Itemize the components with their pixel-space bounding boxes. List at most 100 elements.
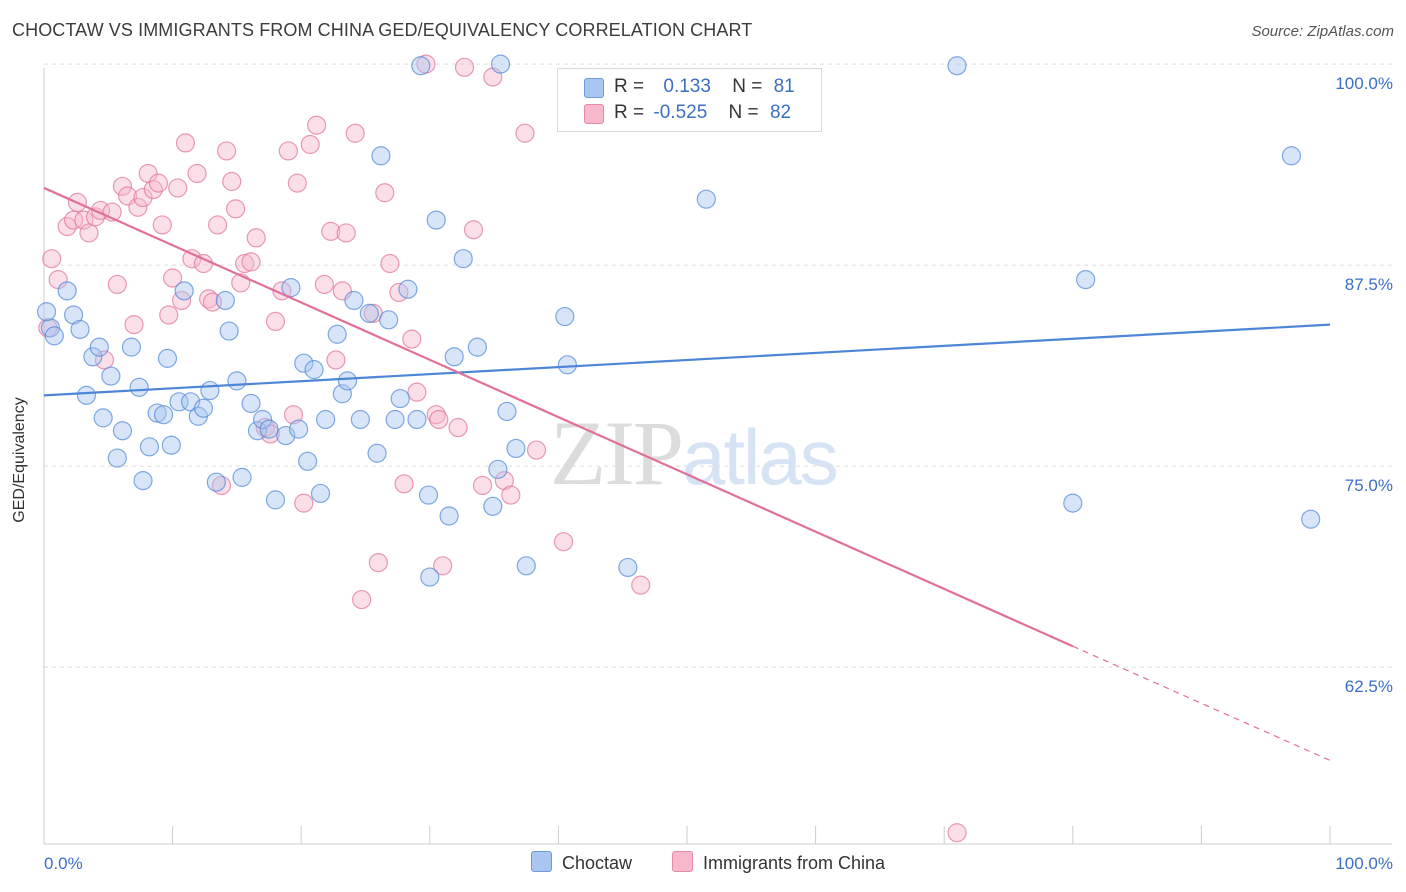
choctaw-point: [227, 371, 247, 391]
choctaw-point: [418, 485, 439, 505]
choctaw-point: [1063, 493, 1083, 513]
china-point: [148, 173, 169, 193]
choctaw-point: [444, 347, 464, 367]
china-point: [265, 311, 286, 331]
china-point: [631, 575, 651, 595]
china-point: [107, 274, 127, 295]
choctaw-point: [206, 472, 226, 492]
choctaw-point: [304, 360, 324, 380]
choctaw-point: [219, 321, 239, 341]
bottom-legend-swatch-china: [672, 851, 693, 872]
choctaw-point: [121, 337, 142, 357]
choctaw-point: [350, 409, 370, 430]
china-trend-extension: [1072, 645, 1331, 761]
china-point: [226, 199, 246, 219]
choctaw-point: [488, 459, 508, 479]
china-point: [553, 532, 574, 552]
bottom-legend-china: Immigrants from China: [672, 851, 885, 874]
choctaw-point: [57, 281, 77, 301]
china-point: [336, 223, 356, 243]
china-point: [163, 268, 183, 288]
china-point: [472, 475, 493, 496]
legend-n-label: N =: [732, 76, 763, 97]
x-tick-label: 100.0%: [1335, 854, 1393, 873]
china-point: [526, 440, 547, 460]
choctaw-point: [1076, 269, 1096, 290]
choctaw-point: [497, 401, 517, 422]
choctaw-point: [390, 388, 410, 409]
choctaw-point: [70, 319, 90, 340]
choctaw-point: [337, 371, 358, 391]
choctaw-point: [161, 435, 181, 455]
choctaw-point: [555, 306, 575, 327]
choctaw-point: [157, 348, 178, 368]
china-point: [112, 176, 133, 196]
china-point: [241, 252, 261, 272]
choctaw-point: [93, 408, 113, 428]
china-point: [368, 552, 388, 573]
china-point: [407, 382, 427, 402]
choctaw-point: [139, 437, 160, 457]
choctaw-point: [259, 419, 279, 439]
choctaw-point: [467, 337, 487, 357]
china-point: [278, 141, 298, 161]
choctaw-point: [253, 409, 273, 430]
choctaw-point: [174, 281, 194, 301]
choctaw-point: [232, 467, 252, 487]
bottom-legend-swatch-choctaw: [531, 851, 552, 872]
choctaw-point: [618, 557, 638, 578]
bottom-legend-choctaw: Choctaw: [531, 851, 632, 874]
choctaw-point: [281, 278, 301, 298]
china-point: [501, 485, 521, 505]
legend-r-value: -0.525: [653, 102, 708, 123]
choctaw-point: [76, 385, 97, 405]
choctaw-point: [327, 324, 347, 344]
legend-n-value: 81: [773, 76, 795, 97]
choctaw-point: [89, 337, 109, 357]
china-point: [321, 221, 341, 241]
china-point: [375, 183, 395, 203]
source-credit: Source: ZipAtlas.com: [1251, 23, 1394, 40]
choctaw-point: [101, 366, 121, 386]
choctaw-point: [947, 56, 967, 76]
china-point: [42, 249, 62, 269]
legend-n-label: N =: [728, 102, 759, 123]
legend-swatch-china: [584, 104, 604, 124]
china-point: [307, 115, 327, 135]
choctaw-point: [1301, 509, 1321, 529]
choctaw-point: [133, 470, 153, 491]
choctaw-point: [696, 189, 716, 209]
china-point: [294, 493, 314, 513]
legend-r-label: R =: [614, 76, 645, 97]
china-point: [133, 187, 153, 208]
choctaw-point: [332, 384, 352, 404]
y-tick-label: 100.0%: [1335, 74, 1393, 93]
choctaw-point: [316, 409, 336, 430]
choctaw-point: [411, 56, 431, 76]
china-point: [380, 253, 400, 274]
china-point: [352, 589, 372, 610]
china-point: [187, 163, 207, 184]
choctaw-point: [147, 403, 167, 423]
choctaw-point: [215, 290, 235, 311]
china-point: [345, 123, 365, 143]
watermark: ZIPatlas: [550, 400, 839, 506]
legend-label-china: R = -0.525 N = 82: [614, 102, 791, 124]
bottom-legend-label-china: Immigrants from China: [703, 853, 886, 873]
choctaw-point: [371, 146, 391, 166]
china-point: [175, 133, 196, 153]
china-point: [74, 210, 94, 230]
china-point: [429, 409, 449, 430]
legend-swatch-choctaw: [584, 78, 604, 98]
choctaw-point: [36, 302, 57, 322]
choctaw-point: [310, 483, 331, 504]
china-point: [326, 350, 346, 370]
china-point: [79, 223, 99, 243]
choctaw-point: [367, 443, 387, 463]
legend-label-choctaw: R = 0.133 N = 81: [614, 76, 795, 98]
china-point: [947, 823, 967, 843]
watermark-zip: ZIP: [550, 402, 684, 504]
choctaw-point: [107, 448, 127, 468]
choctaw-point: [483, 496, 503, 516]
watermark-atlas: atlas: [682, 413, 839, 501]
